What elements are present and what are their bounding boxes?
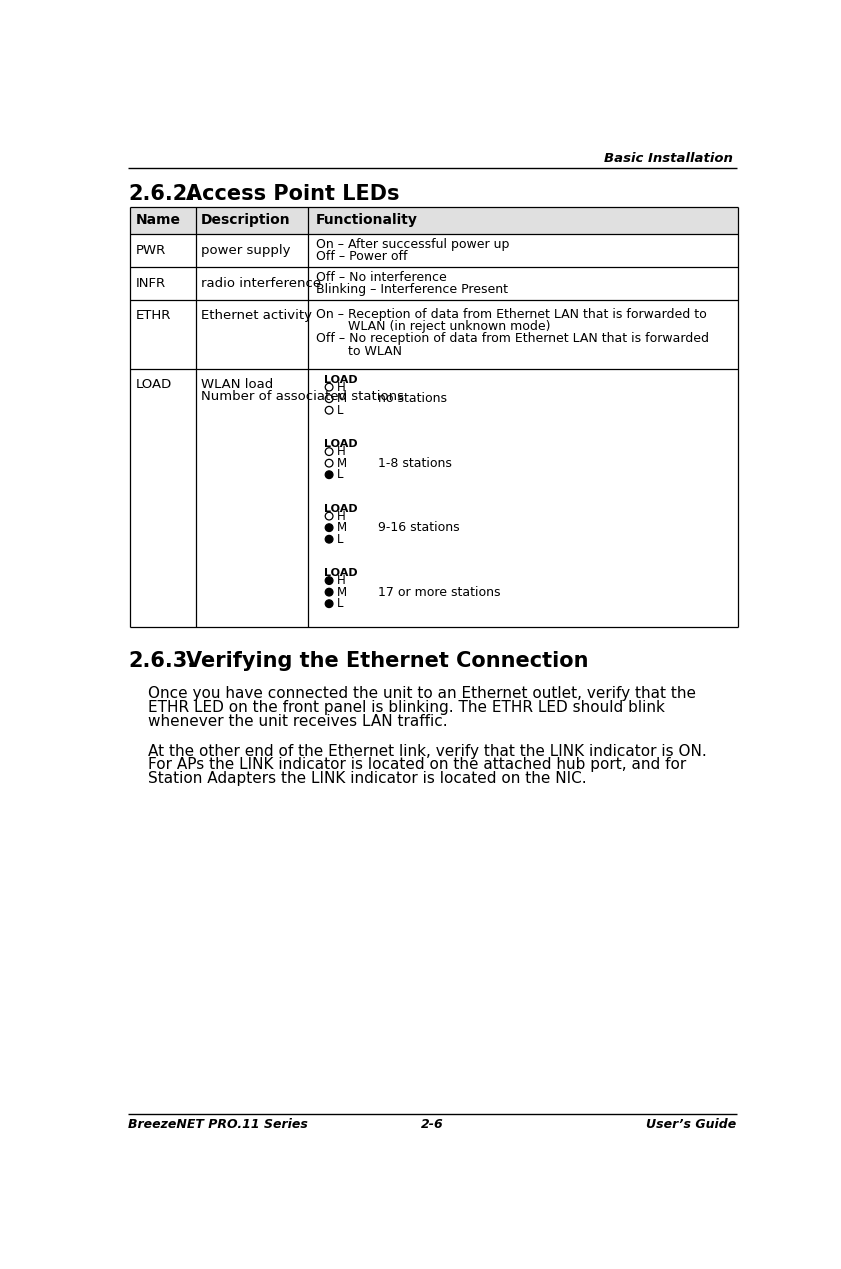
- Text: Access Point LEDs: Access Point LEDs: [187, 184, 400, 204]
- Text: H: H: [337, 445, 346, 458]
- Text: H: H: [337, 381, 346, 393]
- Circle shape: [325, 576, 333, 585]
- Text: H: H: [337, 510, 346, 523]
- Circle shape: [325, 448, 333, 456]
- Circle shape: [325, 406, 333, 414]
- Text: 9-16 stations: 9-16 stations: [378, 522, 459, 534]
- Text: no stations: no stations: [378, 392, 447, 405]
- Text: LOAD: LOAD: [324, 439, 357, 449]
- Circle shape: [325, 589, 333, 596]
- Text: 2.6.2.: 2.6.2.: [129, 184, 195, 204]
- Circle shape: [325, 600, 333, 608]
- Text: Ethernet activity: Ethernet activity: [201, 310, 312, 322]
- Text: Name: Name: [135, 213, 180, 227]
- Text: M: M: [337, 457, 347, 470]
- Circle shape: [325, 383, 333, 391]
- Text: L: L: [337, 598, 343, 610]
- Text: LOAD: LOAD: [324, 504, 357, 514]
- Text: 2-6: 2-6: [420, 1118, 443, 1131]
- Text: M: M: [337, 392, 347, 405]
- Text: Off – No interference: Off – No interference: [316, 272, 447, 284]
- Text: Once you have connected the unit to an Ethernet outlet, verify that the: Once you have connected the unit to an E…: [148, 685, 696, 700]
- Text: Station Adapters the LINK indicator is located on the NIC.: Station Adapters the LINK indicator is l…: [148, 772, 586, 787]
- Text: Off – Power off: Off – Power off: [316, 250, 407, 263]
- Text: BreezeNET PRO.11 Series: BreezeNET PRO.11 Series: [129, 1118, 309, 1131]
- Text: LOAD: LOAD: [324, 569, 357, 579]
- Text: ETHR LED on the front panel is blinking. The ETHR LED should blink: ETHR LED on the front panel is blinking.…: [148, 699, 664, 714]
- Circle shape: [325, 524, 333, 532]
- Text: 2.6.3.: 2.6.3.: [129, 651, 195, 671]
- Text: Off – No reception of data from Ethernet LAN that is forwarded: Off – No reception of data from Ethernet…: [316, 332, 709, 345]
- Text: Description: Description: [201, 213, 291, 227]
- Text: On – Reception of data from Ethernet LAN that is forwarded to: On – Reception of data from Ethernet LAN…: [316, 308, 706, 321]
- Circle shape: [325, 395, 333, 402]
- Text: whenever the unit receives LAN traffic.: whenever the unit receives LAN traffic.: [148, 713, 447, 728]
- Circle shape: [325, 471, 333, 478]
- Text: L: L: [337, 404, 343, 416]
- Text: power supply: power supply: [201, 244, 291, 256]
- Text: Blinking – Interference Present: Blinking – Interference Present: [316, 283, 508, 296]
- Text: ETHR: ETHR: [135, 310, 171, 322]
- Text: 1-8 stations: 1-8 stations: [378, 457, 452, 470]
- Text: 17 or more stations: 17 or more stations: [378, 585, 500, 599]
- Circle shape: [325, 513, 333, 520]
- Text: WLAN (in reject unknown mode): WLAN (in reject unknown mode): [316, 320, 550, 334]
- Text: Verifying the Ethernet Connection: Verifying the Ethernet Connection: [187, 651, 589, 671]
- Bar: [130, 207, 738, 233]
- Text: INFR: INFR: [135, 277, 166, 291]
- Text: L: L: [337, 533, 343, 546]
- Text: Basic Installation: Basic Installation: [604, 152, 733, 165]
- Circle shape: [325, 536, 333, 543]
- Text: Functionality: Functionality: [316, 213, 418, 227]
- Text: LOAD: LOAD: [135, 378, 172, 391]
- Text: PWR: PWR: [135, 244, 166, 256]
- Text: M: M: [337, 522, 347, 534]
- Text: LOAD: LOAD: [324, 374, 357, 385]
- Text: M: M: [337, 585, 347, 599]
- Text: H: H: [337, 574, 346, 588]
- Circle shape: [325, 459, 333, 467]
- Text: to WLAN: to WLAN: [316, 345, 402, 358]
- Text: radio interference: radio interference: [201, 277, 321, 291]
- Text: At the other end of the Ethernet link, verify that the LINK indicator is ON.: At the other end of the Ethernet link, v…: [148, 744, 706, 759]
- Text: WLAN load: WLAN load: [201, 378, 273, 391]
- Text: On – After successful power up: On – After successful power up: [316, 239, 510, 251]
- Text: Number of associated stations: Number of associated stations: [201, 390, 405, 404]
- Text: User’s Guide: User’s Guide: [647, 1118, 737, 1131]
- Text: For APs the LINK indicator is located on the attached hub port, and for: For APs the LINK indicator is located on…: [148, 758, 686, 773]
- Text: L: L: [337, 468, 343, 481]
